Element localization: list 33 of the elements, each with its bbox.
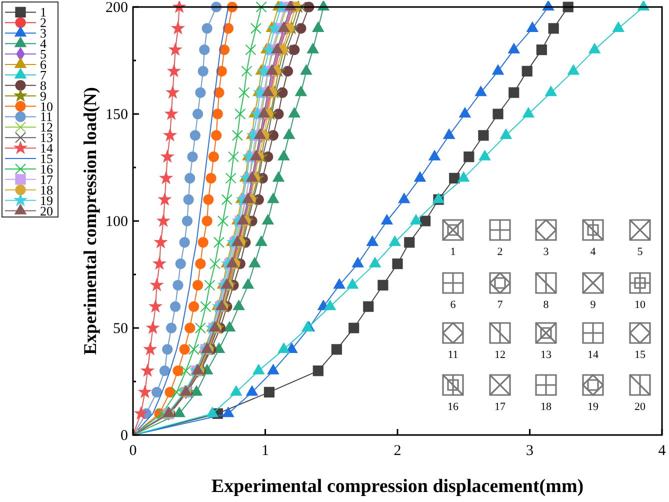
annotation: 4 <box>590 246 596 258</box>
annotation: 17 <box>494 401 506 413</box>
annotation: 10 <box>634 299 646 311</box>
y-tick-label: 150 <box>106 107 128 123</box>
annotation: 20 <box>634 401 646 413</box>
x-tick-label: 3 <box>526 443 534 459</box>
x-tick-label: 4 <box>658 443 666 459</box>
annotation: 18 <box>540 401 552 413</box>
annotation: 16 <box>448 401 459 413</box>
legend-label: 3 <box>40 26 46 41</box>
annotation: 5 <box>637 246 644 258</box>
y-tick-label: 100 <box>106 214 128 230</box>
x-tick-label: 1 <box>262 443 269 459</box>
annotation: 2 <box>497 246 503 258</box>
annotation: 9 <box>590 299 596 311</box>
annotation: 15 <box>634 349 646 361</box>
annotation: 12 <box>494 349 506 361</box>
annotation: 7 <box>497 299 504 311</box>
annotation: 3 <box>543 246 550 258</box>
annotation: 13 <box>540 349 552 361</box>
annotation: 8 <box>543 299 550 311</box>
x-axis-title: Experimental compression displacement(mm) <box>211 476 584 497</box>
legend-label: 8 <box>40 78 46 93</box>
annotation: 1 <box>450 246 456 258</box>
x-tick-label: 2 <box>394 443 402 459</box>
annotation: 11 <box>448 349 458 361</box>
annotation: 19 <box>588 401 599 413</box>
annotation: 14 <box>588 349 599 361</box>
y-tick-label: 0 <box>120 428 128 444</box>
y-tick-label: 50 <box>113 321 128 337</box>
y-axis-title: Experimental compression load(N) <box>80 87 100 355</box>
y-tick-label: 200 <box>106 0 128 16</box>
annotation: 6 <box>450 299 456 311</box>
